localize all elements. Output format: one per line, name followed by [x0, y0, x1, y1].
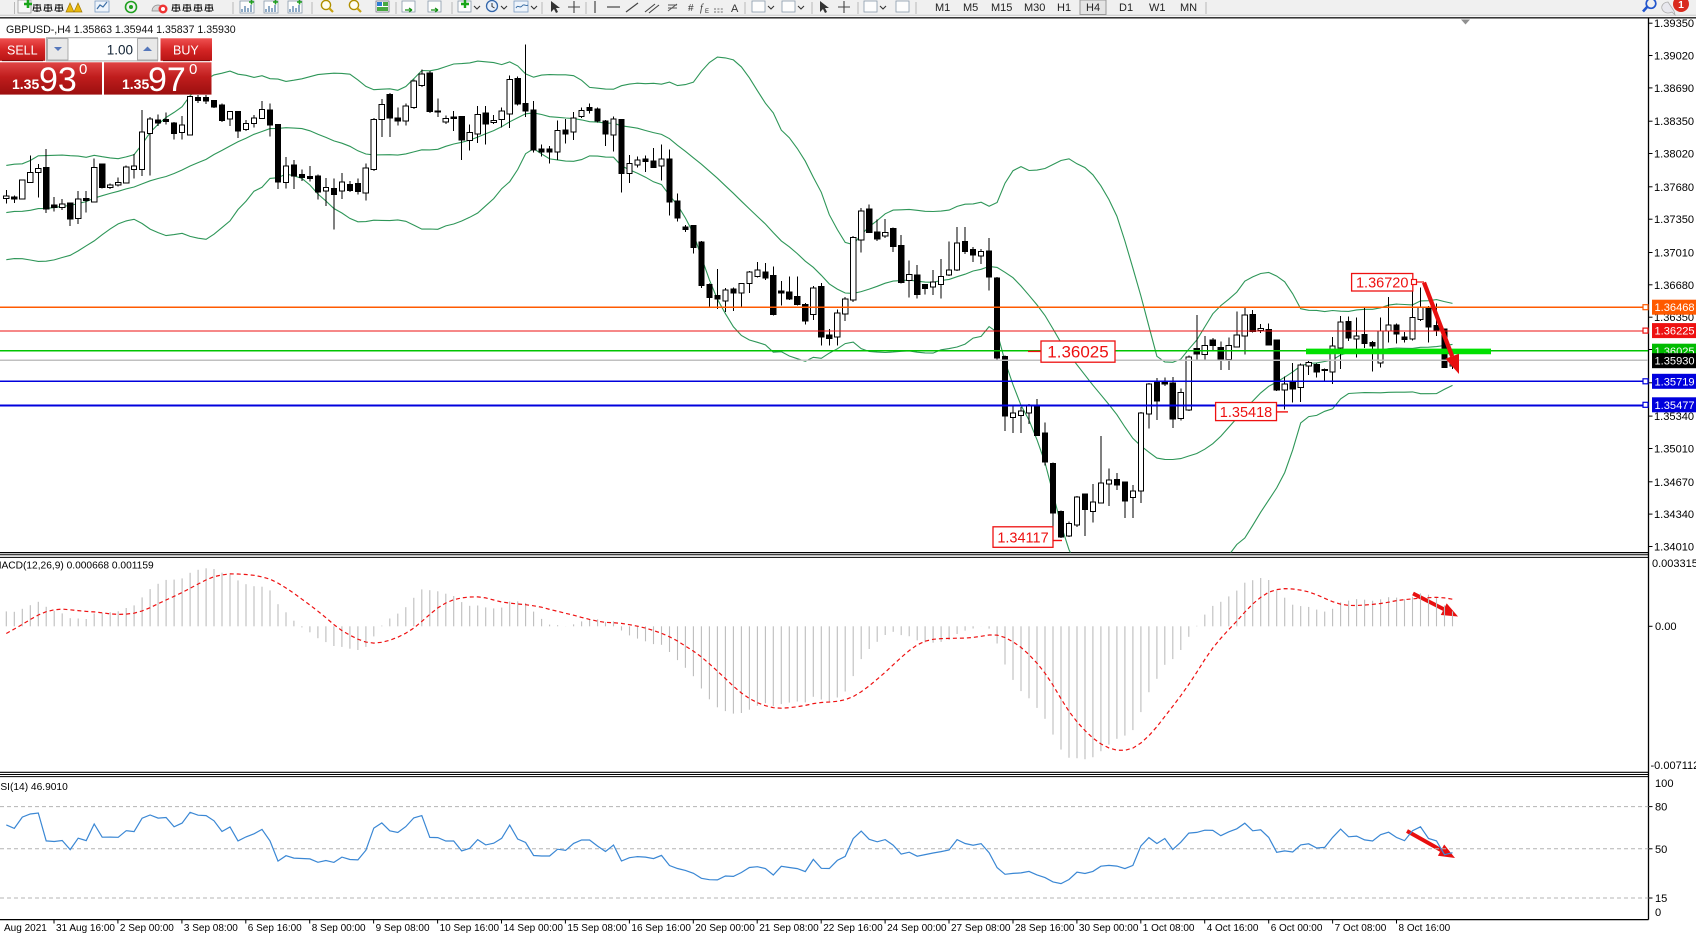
- svg-text:31 Aug 16:00: 31 Aug 16:00: [56, 923, 115, 934]
- svg-text:M5: M5: [963, 2, 978, 14]
- svg-text:1.36225: 1.36225: [1655, 326, 1695, 338]
- svg-text:30 Sep 00:00: 30 Sep 00:00: [1079, 923, 1139, 934]
- svg-text:100: 100: [1655, 778, 1674, 790]
- svg-text:2 Sep 00:00: 2 Sep 00:00: [120, 923, 174, 934]
- svg-text:GBPUSD-,H4 1.35863 1.35944 1.: GBPUSD-,H4 1.35863 1.35944 1.35837 1.359…: [6, 24, 236, 36]
- svg-text:24 Sep 00:00: 24 Sep 00:00: [887, 923, 947, 934]
- svg-text:0.00: 0.00: [1655, 621, 1677, 633]
- svg-text:80: 80: [1655, 802, 1667, 814]
- svg-text:1.34010: 1.34010: [1654, 542, 1694, 554]
- svg-text:93: 93: [39, 61, 77, 99]
- svg-text:97: 97: [148, 61, 186, 99]
- svg-text:1.38020: 1.38020: [1654, 149, 1694, 161]
- svg-text:MN: MN: [1180, 2, 1197, 14]
- svg-text:8 Oct 16:00: 8 Oct 16:00: [1399, 923, 1451, 934]
- svg-text:15: 15: [1655, 893, 1667, 905]
- svg-text:#: #: [688, 3, 694, 14]
- svg-text:1.36025: 1.36025: [1047, 343, 1108, 362]
- svg-text:1.35477: 1.35477: [1655, 400, 1695, 412]
- svg-text:1.34117: 1.34117: [997, 530, 1048, 546]
- svg-text:M1: M1: [935, 2, 950, 14]
- svg-text:20 Sep 00:00: 20 Sep 00:00: [695, 923, 755, 934]
- svg-text:1: 1: [1678, 0, 1684, 11]
- svg-text:10 Sep 16:00: 10 Sep 16:00: [440, 923, 500, 934]
- svg-text:1.35: 1.35: [12, 76, 39, 92]
- svg-text:Aug 2021: Aug 2021: [4, 923, 47, 934]
- svg-text:1.35010: 1.35010: [1654, 444, 1694, 456]
- svg-text:1.39020: 1.39020: [1654, 51, 1694, 63]
- svg-text:22 Sep 16:00: 22 Sep 16:00: [823, 923, 883, 934]
- svg-text:f: f: [700, 3, 704, 14]
- svg-text:9 Sep 08:00: 9 Sep 08:00: [376, 923, 430, 934]
- svg-text:1.37680: 1.37680: [1654, 182, 1694, 194]
- svg-text:7 Oct 08:00: 7 Oct 08:00: [1335, 923, 1387, 934]
- svg-text:E: E: [705, 9, 709, 15]
- svg-text:3 Sep 08:00: 3 Sep 08:00: [184, 923, 238, 934]
- svg-text:1.39350: 1.39350: [1654, 18, 1694, 30]
- svg-text:M30: M30: [1024, 2, 1045, 14]
- svg-text:6 Sep 16:00: 6 Sep 16:00: [248, 923, 302, 934]
- svg-text:1.36680: 1.36680: [1654, 280, 1694, 292]
- svg-text:0: 0: [79, 61, 87, 78]
- svg-text:1 Oct 08:00: 1 Oct 08:00: [1143, 923, 1195, 934]
- svg-text:BUY: BUY: [173, 44, 199, 58]
- svg-text:1.00: 1.00: [107, 43, 133, 58]
- svg-text:28 Sep 16:00: 28 Sep 16:00: [1015, 923, 1075, 934]
- svg-text:1.34340: 1.34340: [1654, 509, 1694, 521]
- svg-text:W1: W1: [1149, 2, 1166, 14]
- svg-text:1.38690: 1.38690: [1654, 83, 1694, 95]
- svg-text:14 Sep 00:00: 14 Sep 00:00: [504, 923, 564, 934]
- svg-text:1.34670: 1.34670: [1654, 477, 1694, 489]
- svg-text:SELL: SELL: [7, 44, 38, 58]
- svg-text:1.35719: 1.35719: [1655, 376, 1695, 388]
- svg-text:0.003315: 0.003315: [1652, 558, 1696, 570]
- svg-text:-0.007112: -0.007112: [1651, 760, 1696, 772]
- svg-text:1.36720: 1.36720: [1356, 276, 1408, 292]
- svg-text:1.37010: 1.37010: [1654, 248, 1694, 260]
- svg-text:1.35418: 1.35418: [1220, 405, 1272, 421]
- svg-text:A: A: [731, 3, 739, 15]
- svg-text:0: 0: [189, 61, 197, 78]
- svg-text:MACD(12,26,9) 0.000668 0.00115: MACD(12,26,9) 0.000668 0.001159: [0, 561, 154, 572]
- svg-text:8 Sep 00:00: 8 Sep 00:00: [312, 923, 366, 934]
- svg-text:15 Sep 08:00: 15 Sep 08:00: [567, 923, 627, 934]
- svg-text:6 Oct 00:00: 6 Oct 00:00: [1271, 923, 1323, 934]
- svg-text:1.36350: 1.36350: [1654, 312, 1694, 324]
- svg-text:0: 0: [1655, 907, 1661, 919]
- svg-text:1.35930: 1.35930: [1655, 356, 1695, 368]
- svg-text:M15: M15: [991, 2, 1012, 14]
- svg-text:1.35: 1.35: [122, 76, 149, 92]
- svg-text:4 Oct 16:00: 4 Oct 16:00: [1207, 923, 1259, 934]
- svg-text:16 Sep 16:00: 16 Sep 16:00: [631, 923, 691, 934]
- svg-text:27 Sep 08:00: 27 Sep 08:00: [951, 923, 1011, 934]
- svg-text:21 Sep 08:00: 21 Sep 08:00: [759, 923, 819, 934]
- svg-text:50: 50: [1655, 844, 1667, 856]
- svg-text:H4: H4: [1086, 2, 1100, 14]
- svg-text:1.38350: 1.38350: [1654, 116, 1694, 128]
- svg-text:H1: H1: [1057, 2, 1071, 14]
- svg-text:1.35340: 1.35340: [1654, 411, 1694, 423]
- svg-text:D1: D1: [1119, 2, 1133, 14]
- svg-text:1.37350: 1.37350: [1654, 214, 1694, 226]
- svg-text:RSI(14) 46.9010: RSI(14) 46.9010: [0, 782, 68, 793]
- svg-text:1.36468: 1.36468: [1655, 302, 1695, 314]
